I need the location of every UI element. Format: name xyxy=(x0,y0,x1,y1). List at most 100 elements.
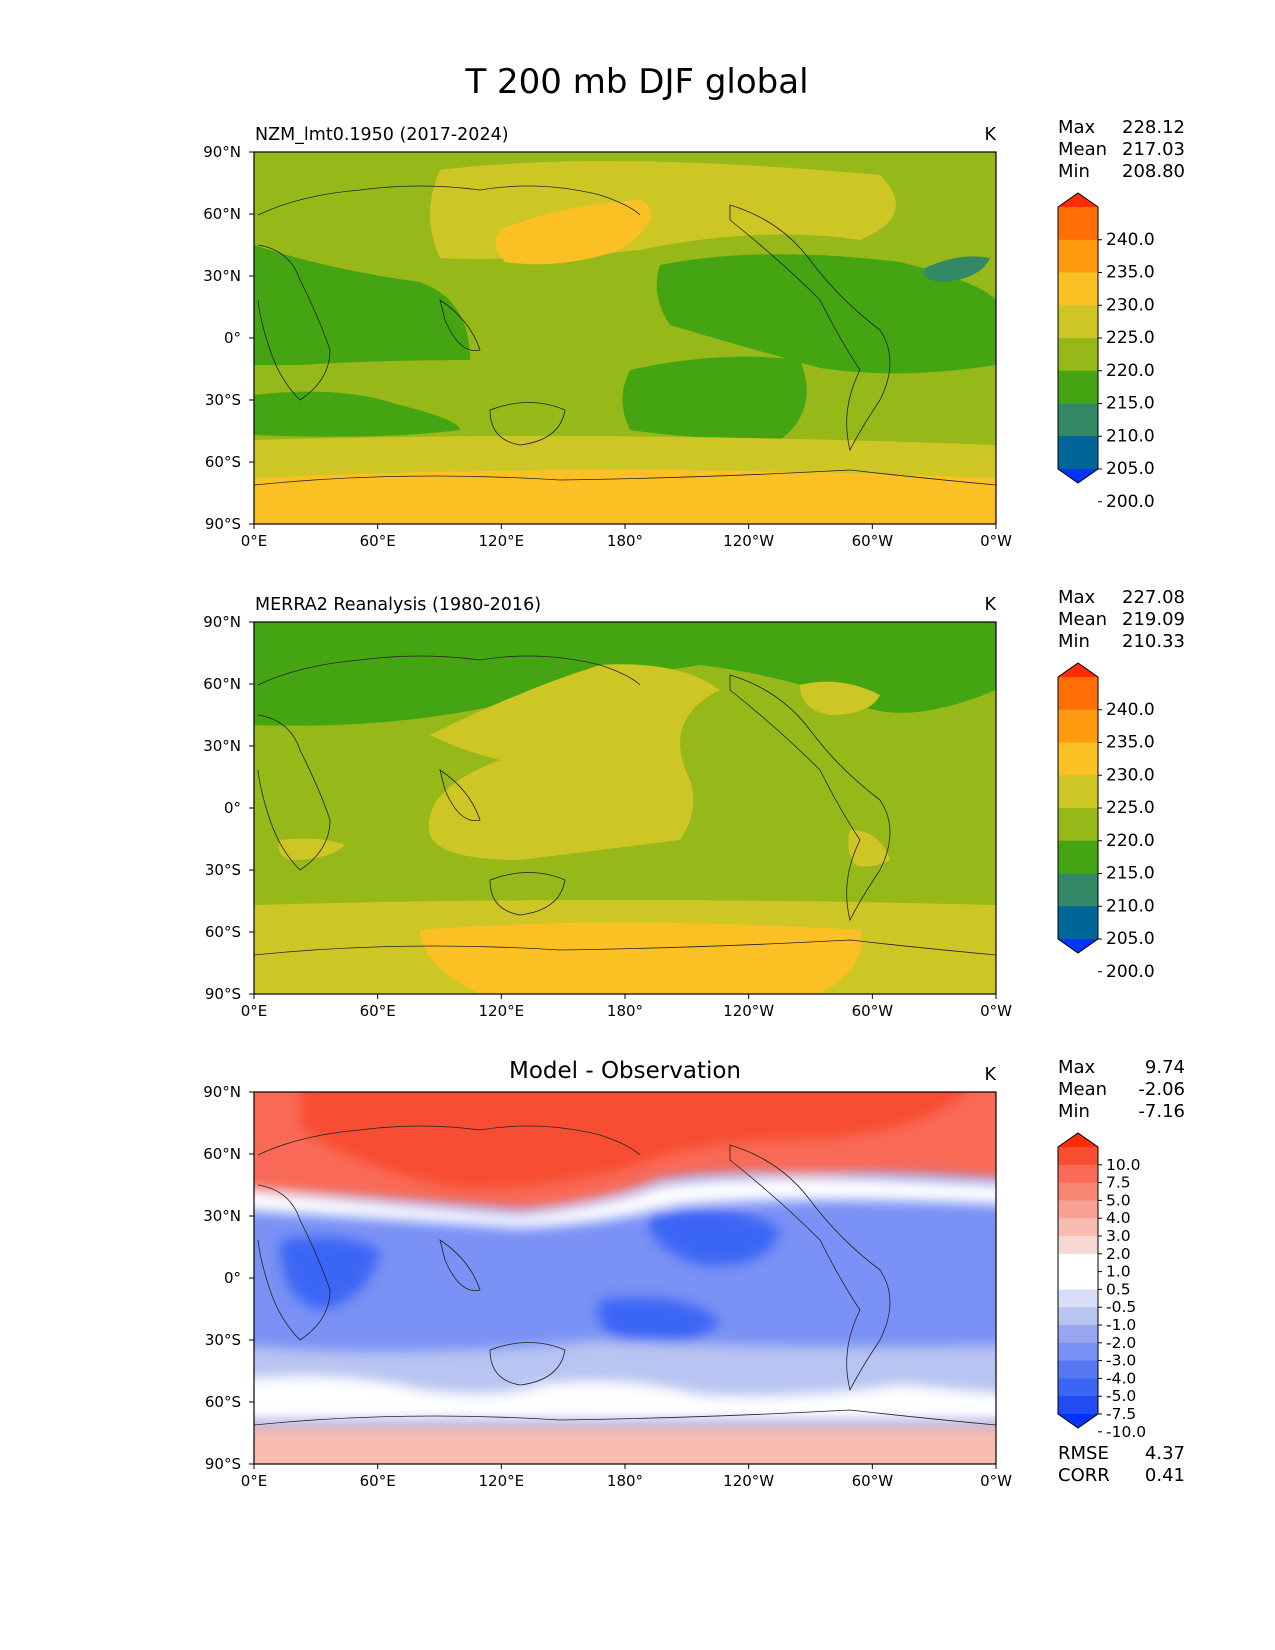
colorbar-tick-label: 10.0 xyxy=(1106,1156,1141,1174)
colorbar-box xyxy=(1058,1396,1098,1415)
diff-patch-zero-line xyxy=(254,1177,996,1228)
colorbar-tick-label: 205.0 xyxy=(1106,929,1155,949)
model-patch-s-indian xyxy=(254,391,460,437)
y-tick-label: 90°N xyxy=(203,1083,241,1101)
diff-patch-pole-warm xyxy=(254,1425,996,1464)
colorbar-box xyxy=(1058,808,1098,842)
colorbar-extend-max xyxy=(1058,193,1098,207)
colorbar-tick-label: 235.0 xyxy=(1106,263,1155,283)
diff-field xyxy=(254,1092,996,1464)
colorbar-tick-label: -5.0 xyxy=(1106,1387,1136,1405)
colorbar-box xyxy=(1058,1360,1098,1379)
y-tick-label: 30°N xyxy=(203,737,241,755)
colorbar-tick-label: 205.0 xyxy=(1106,459,1155,479)
colorbar-extend-max xyxy=(1058,1133,1098,1147)
colorbar-tick-label: -0.5 xyxy=(1106,1298,1136,1316)
colorbar-tick-label: 240.0 xyxy=(1106,700,1155,720)
model-stat-value: 217.03 xyxy=(1122,139,1185,160)
y-tick-label: 60°N xyxy=(203,675,241,693)
model-colorbar: 240.0 235.0 230.0 225.0 220.0 215.0 210.0 205.0… xyxy=(1057,192,1155,512)
x-tick-label: 120°W xyxy=(723,1002,774,1020)
colorbar-box xyxy=(1058,370,1098,404)
diff-coastlines xyxy=(254,1125,996,1426)
diff-center-title: Model - Observation xyxy=(509,1058,741,1084)
colorbar-tick-label: 5.0 xyxy=(1106,1191,1131,1209)
colorbar-box xyxy=(1058,742,1098,776)
diff-stat-label: Mean xyxy=(1058,1079,1107,1100)
y-tick-label: 60°N xyxy=(203,1145,241,1163)
colorbar-box xyxy=(1058,906,1098,940)
x-tick-label: 60°E xyxy=(360,532,396,550)
colorbar-tick-label: -7.5 xyxy=(1106,1405,1136,1423)
y-tick-label: 30°S xyxy=(205,1331,241,1349)
y-tick-label: 0° xyxy=(224,799,241,817)
diff-stat-value: 9.74 xyxy=(1145,1057,1185,1078)
x-tick-label: 180° xyxy=(607,532,643,550)
colorbar-box xyxy=(1058,1182,1098,1201)
diff-stat-label: Max xyxy=(1058,1057,1096,1078)
colorbar-box xyxy=(1058,1325,1098,1344)
model-contours xyxy=(254,161,996,524)
diff-stat-value: -7.16 xyxy=(1138,1101,1185,1122)
colorbar-box xyxy=(1058,207,1098,241)
y-tick-label: 60°S xyxy=(205,453,241,471)
diff-patch-nh-max xyxy=(300,1092,969,1190)
rmse-label: RMSE xyxy=(1058,1443,1109,1464)
colorbar-box xyxy=(1058,436,1098,470)
y-tick-label: 90°S xyxy=(205,515,241,533)
colorbar-tick-label: -2.0 xyxy=(1106,1334,1136,1352)
x-tick-label: 60°W xyxy=(852,1002,894,1020)
x-tick-label: 60°E xyxy=(360,1472,396,1490)
diff-extra-stats: RMSE 4.37 CORR 0.41 xyxy=(1058,1443,1185,1486)
diff-ticks: 0°E 60°E 120°E 180° 120°W 60°W 0°W 90°N 60°N 30°N… xyxy=(203,1083,1012,1490)
model-coastlines xyxy=(254,185,996,486)
obs-patch-samerica xyxy=(848,830,890,867)
colorbar-tick-label: 235.0 xyxy=(1106,733,1155,753)
colorbar-tick-label: 200.0 xyxy=(1106,492,1155,512)
corr-value: 0.41 xyxy=(1145,1465,1185,1486)
obs-stat-label: Mean xyxy=(1058,609,1107,630)
diff-stats: Max 9.74 Mean -2.06 Min -7.16 xyxy=(1058,1057,1185,1122)
corr-label: CORR xyxy=(1058,1465,1110,1486)
y-tick-label: 90°N xyxy=(203,143,241,161)
panel-observation: 0°E 60°E 120°E 180° 120°W 60°W 0°W 90°N 60°N 30°N… xyxy=(203,587,1185,1020)
x-tick-label: 60°W xyxy=(852,1472,894,1490)
panel-difference: 0°E 60°E 120°E 180° 120°W 60°W 0°W 90°N 60°N 30°N… xyxy=(203,1057,1185,1490)
colorbar-box xyxy=(1058,1200,1098,1219)
colorbar-tick-label: 220.0 xyxy=(1106,361,1155,381)
model-left-title: NZM_lmt0.1950 (2017-2024) xyxy=(255,125,509,145)
model-patch-atlantic xyxy=(656,254,996,374)
y-tick-label: 0° xyxy=(224,1269,241,1287)
obs-stat-label: Max xyxy=(1058,587,1096,608)
diff-patch-africa-min xyxy=(280,1236,380,1310)
colorbar-tick-label: 1.0 xyxy=(1106,1263,1131,1281)
colorbar-tick-label: -1.0 xyxy=(1106,1316,1136,1334)
diff-stat-value: -2.06 xyxy=(1138,1079,1185,1100)
panel-model: 0°E 60°E 120°E 180° 120°W 60°W 0°W 90°N 60°N 30°N… xyxy=(203,117,1185,550)
obs-left-title: MERRA2 Reanalysis (1980-2016) xyxy=(255,595,541,615)
y-tick-label: 30°S xyxy=(205,391,241,409)
x-tick-label: 0°W xyxy=(980,1472,1012,1490)
colorbar-tick-label: 230.0 xyxy=(1106,765,1155,785)
model-ticks: 0°E 60°E 120°E 180° 120°W 60°W 0°W 90°N 60°N 30°N… xyxy=(203,143,1012,550)
x-tick-label: 120°W xyxy=(723,1472,774,1490)
y-tick-label: 90°S xyxy=(205,1455,241,1473)
diff-colorbar: 10.07.55.04.03.02.01.00.5-0.5-1.0-2.0-3.… xyxy=(1057,1132,1146,1441)
colorbar-box xyxy=(1058,1342,1098,1362)
colorbar-box xyxy=(1058,1378,1098,1397)
colorbar-tick-label: 3.0 xyxy=(1106,1227,1131,1245)
colorbar-tick-label: 225.0 xyxy=(1106,798,1155,818)
colorbar-tick-label: -10.0 xyxy=(1106,1423,1146,1441)
colorbar-box xyxy=(1058,403,1098,437)
colorbar-box xyxy=(1058,709,1098,743)
colorbar-box xyxy=(1058,1289,1098,1308)
obs-patch-atlantic xyxy=(800,681,880,715)
colorbar-box xyxy=(1058,775,1098,809)
colorbar-extend-min xyxy=(1058,939,1098,953)
x-tick-label: 120°E xyxy=(479,1472,525,1490)
colorbar-tick-label: 2.0 xyxy=(1106,1245,1131,1263)
colorbar-tick-label: 220.0 xyxy=(1106,831,1155,851)
colorbar-extend-min xyxy=(1058,469,1098,483)
y-tick-label: 30°S xyxy=(205,861,241,879)
colorbar-tick-label: 210.0 xyxy=(1106,426,1155,446)
